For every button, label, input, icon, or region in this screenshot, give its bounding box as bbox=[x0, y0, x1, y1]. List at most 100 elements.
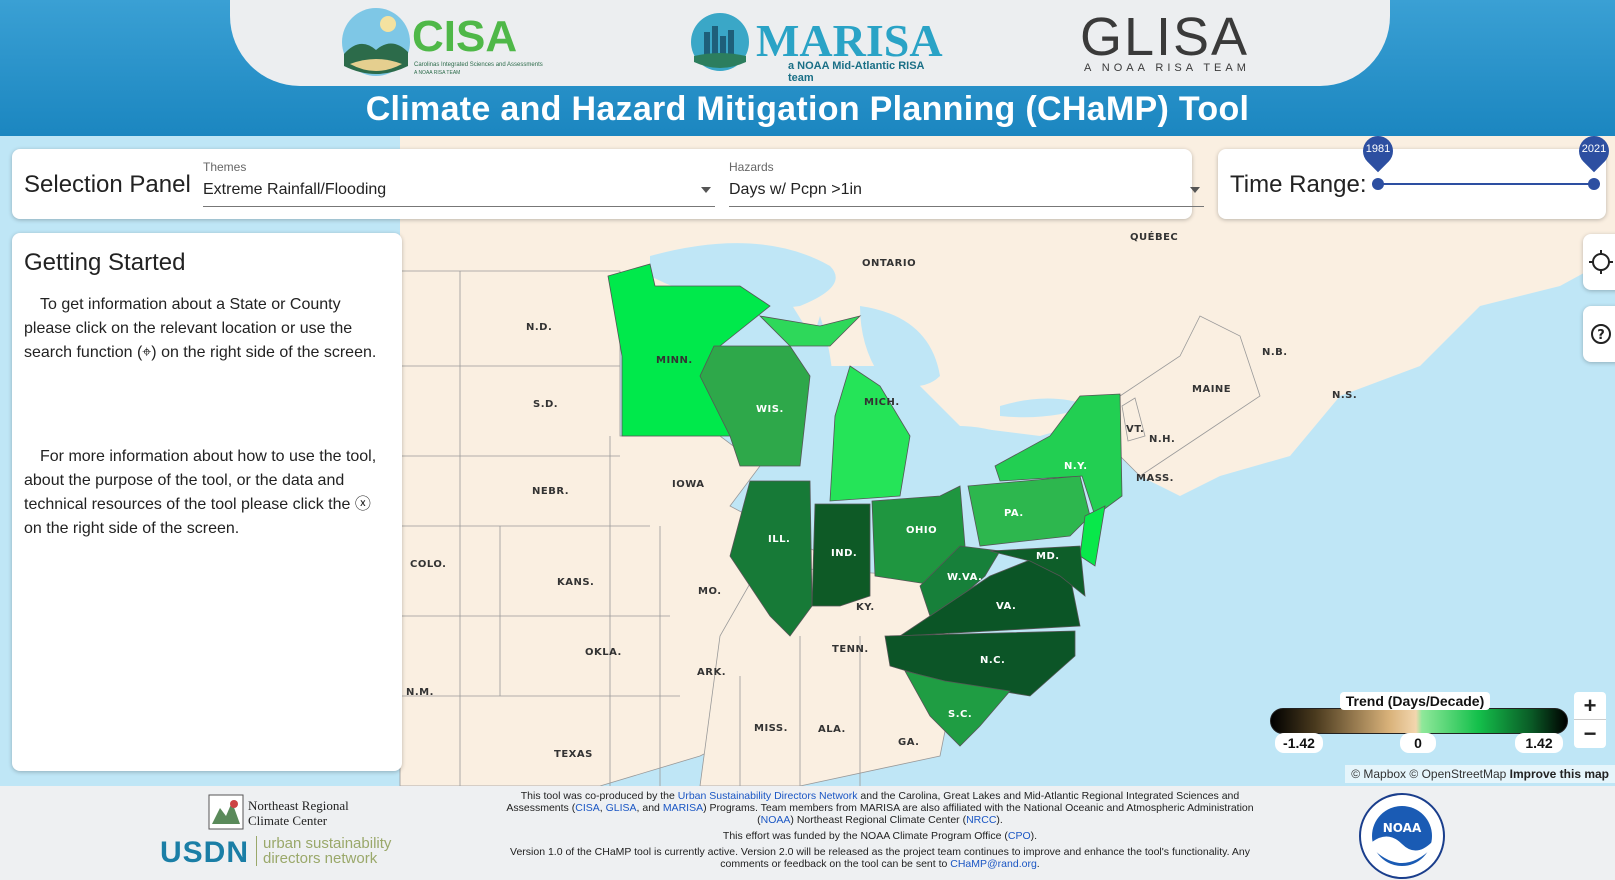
nrcc-link[interactable]: NRCC bbox=[966, 814, 997, 826]
label-ny: N.Y. bbox=[1064, 461, 1088, 472]
state-new-jersey[interactable] bbox=[1079, 505, 1106, 567]
glisa-link[interactable]: GLISA bbox=[605, 802, 637, 814]
new-england-land[interactable] bbox=[1119, 315, 1261, 477]
marisa-emblem-icon bbox=[691, 13, 749, 71]
label-minn: MINN. bbox=[656, 355, 693, 366]
cisa-emblem-icon bbox=[342, 8, 410, 76]
usdn-wordmark: USDN bbox=[160, 836, 250, 869]
state-new-york[interactable] bbox=[994, 393, 1123, 517]
time-range-title: Time Range: bbox=[1230, 171, 1367, 198]
canada-land bbox=[400, 136, 1615, 496]
cisa-subtitle: Carolinas Integrated Sciences and Assess… bbox=[414, 62, 543, 68]
crosshair-icon bbox=[1589, 250, 1613, 274]
cisa-logo[interactable]: CISA Carolinas Integrated Sciences and A… bbox=[340, 6, 550, 78]
glisa-subtitle: A NOAA RISA TEAM bbox=[1084, 62, 1250, 74]
nrcc-emblem-icon bbox=[208, 794, 244, 830]
map-attribution: © Mapbox © OpenStreetMap Improve this ma… bbox=[1345, 765, 1615, 783]
label-maine: MAINE bbox=[1192, 384, 1231, 395]
label-ga: GA. bbox=[898, 737, 919, 748]
glisa-logo[interactable]: GLISA A NOAA RISA TEAM bbox=[1080, 6, 1280, 78]
label-kans: KANS. bbox=[557, 577, 594, 588]
state-wisconsin[interactable] bbox=[699, 345, 811, 467]
marisa-subtitle: a NOAA Mid-Atlantic RISA team bbox=[788, 60, 925, 84]
selection-panel-title: Selection Panel bbox=[24, 171, 191, 198]
state-indiana[interactable] bbox=[811, 503, 871, 607]
themes-caret-down-icon[interactable] bbox=[701, 187, 711, 193]
usdn-link[interactable]: Urban Sustainability Directors Network bbox=[677, 790, 858, 802]
lake-huron bbox=[860, 306, 940, 386]
zoom-out-button[interactable]: − bbox=[1574, 720, 1606, 748]
state-north-carolina[interactable] bbox=[884, 630, 1076, 697]
email-link[interactable]: CHaMP@rand.org bbox=[950, 858, 1037, 870]
label-sc: S.C. bbox=[948, 709, 972, 720]
noaa-logo[interactable]: NOAA bbox=[1358, 792, 1446, 880]
state-michigan-upper[interactable] bbox=[758, 315, 862, 347]
page-title: Climate and Hazard Mitigation Planning (… bbox=[365, 90, 1250, 128]
label-ala: ALA. bbox=[818, 724, 846, 735]
help-button[interactable]: ? bbox=[1583, 306, 1615, 362]
marisa-logo[interactable]: MARISA a NOAA Mid-Atlantic RISA team bbox=[690, 6, 950, 84]
label-ns: N.S. bbox=[1332, 390, 1357, 401]
label-miss: MISS. bbox=[754, 723, 788, 734]
state-ohio[interactable] bbox=[871, 485, 966, 587]
footer-funded: This effort was funded by the NOAA Clima… bbox=[490, 830, 1270, 842]
footer-text-span: ). bbox=[996, 814, 1003, 826]
getting-started-text-2: For more information about how to use th… bbox=[24, 448, 377, 537]
selection-panel: Selection Panel Themes Extreme Rainfall/… bbox=[12, 149, 1204, 219]
lake-erie bbox=[900, 426, 1010, 450]
getting-started-title: Getting Started bbox=[24, 249, 186, 276]
cpo-link[interactable]: CPO bbox=[1007, 830, 1031, 842]
label-pa: PA. bbox=[1004, 508, 1024, 519]
legend-zero-label: 0 bbox=[1400, 733, 1436, 753]
hazards-select[interactable]: Hazards Days w/ Pcpn >1in bbox=[729, 157, 1204, 207]
label-sd: S.D. bbox=[533, 399, 558, 410]
footer-text-span: and the Carolina, Great Lakes and Mid-At… bbox=[506, 790, 1240, 814]
themes-select[interactable]: Themes Extreme Rainfall/Flooding bbox=[203, 157, 715, 207]
label-ontario: ONTARIO bbox=[862, 258, 916, 269]
time-range-slider-track[interactable] bbox=[1378, 183, 1594, 185]
legend-color-bar bbox=[1270, 708, 1568, 734]
footer-text-span: ) Northeast Regional Climate Center ( bbox=[790, 814, 967, 826]
mapbox-attribution-link[interactable]: © Mapbox bbox=[1351, 767, 1407, 781]
help-icon: ? bbox=[1591, 324, 1611, 344]
search-location-button[interactable] bbox=[1583, 234, 1615, 290]
themes-caption: Themes bbox=[203, 160, 247, 174]
improve-map-link[interactable]: Improve this map bbox=[1509, 767, 1609, 781]
footer-text-span: This effort was funded by the NOAA Clima… bbox=[722, 830, 1008, 842]
state-vermont[interactable] bbox=[1121, 397, 1146, 442]
label-nm: N.M. bbox=[406, 687, 434, 698]
footer-text: This tool was co-produced by the Urban S… bbox=[490, 790, 1270, 874]
hazards-caret-down-icon[interactable] bbox=[1190, 187, 1200, 193]
time-range-end-handle[interactable]: 2021 bbox=[1572, 129, 1615, 190]
cisa-link[interactable]: CISA bbox=[575, 802, 600, 814]
label-nc: N.C. bbox=[980, 655, 1005, 666]
label-mich: MICH. bbox=[864, 397, 900, 408]
state-illinois[interactable] bbox=[729, 480, 813, 637]
marisa-wordmark: MARISA bbox=[756, 15, 943, 66]
getting-started-text-1: To get information about a State or Coun… bbox=[24, 296, 377, 361]
label-texas: TEXAS bbox=[554, 749, 593, 760]
zoom-in-button[interactable]: + bbox=[1574, 692, 1606, 720]
nrcc-name: Northeast Regional Climate Center bbox=[248, 798, 349, 828]
state-south-carolina[interactable] bbox=[904, 670, 1011, 747]
map-canvas[interactable]: QUÉBEC ONTARIO N.D. S.D. NEBR. COLO. KAN… bbox=[0, 136, 1615, 786]
osm-attribution-link[interactable]: © OpenStreetMap bbox=[1409, 767, 1507, 781]
hazards-caption: Hazards bbox=[729, 160, 774, 174]
noaa-wordmark: NOAA bbox=[1383, 821, 1422, 835]
marisa-link[interactable]: MARISA bbox=[662, 802, 704, 814]
state-pennsylvania[interactable] bbox=[967, 475, 1091, 547]
hazards-value: Days w/ Pcpn >1in bbox=[729, 181, 862, 198]
glisa-wordmark: GLISA bbox=[1080, 7, 1250, 67]
state-michigan-lower[interactable] bbox=[829, 365, 911, 502]
themes-value: Extreme Rainfall/Flooding bbox=[203, 181, 387, 198]
legend-title: Trend (Days/Decade) bbox=[1340, 692, 1490, 710]
usdn-logo[interactable]: USDN urban sustainability directors netw… bbox=[160, 834, 400, 878]
time-range-start-handle[interactable]: 1981 bbox=[1356, 129, 1400, 190]
noaa-link[interactable]: NOAA bbox=[760, 814, 791, 826]
header: CISA Carolinas Integrated Sciences and A… bbox=[0, 0, 1615, 136]
label-quebec: QUÉBEC bbox=[1130, 230, 1178, 243]
legend-max-label: 1.42 bbox=[1515, 733, 1563, 753]
cisa-team: A NOAA RISA TEAM bbox=[414, 70, 461, 76]
state-maryland[interactable] bbox=[989, 545, 1086, 597]
nrcc-logo[interactable]: Northeast Regional Climate Center bbox=[208, 792, 368, 832]
